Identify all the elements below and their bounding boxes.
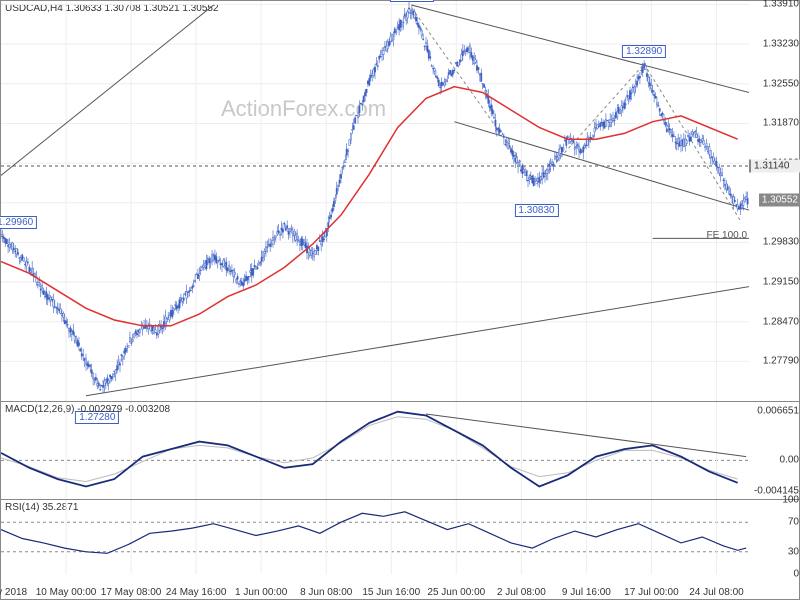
time-axis: 2 May 2018 10 May 00:00 17 May 08:00 24 May… [1,585,747,599]
y-tick: 1.29830 [763,237,799,248]
text-annotation: FE 100.0 [707,230,748,241]
x-tick: 8 Jun 08:00 [300,587,352,598]
x-tick: 24 May 16:00 [166,587,227,598]
price-y-axis: 1.277901.284701.291501.298301.305101.311… [749,1,800,401]
x-tick: 25 Jun 00:00 [427,587,485,598]
x-tick: 9 Jul 16:00 [562,587,611,598]
price-annotation: 1.33850 [390,0,434,2]
y-tick: 1.27790 [763,356,799,367]
macd-plot[interactable]: MACD(12,26,9) -0.002979 -0.003208 [1,402,749,499]
y-tick: 0.006651 [757,405,799,416]
y-tick: 1.32550 [763,78,799,89]
price-panel: USDCAD,H4 1.30633 1.30708 1.30521 1.3055… [1,1,800,401]
price-annotation: 1.30830 [514,204,558,217]
x-tick: 15 Jun 16:00 [362,587,420,598]
rsi-plot[interactable]: RSI(14) 35.2871 [1,500,749,587]
forex-chart: ActionForex.com USDCAD,H4 1.30633 1.3070… [0,0,800,600]
x-tick: 17 Jul 00:00 [624,587,679,598]
price-side-marker: 1.31140 [749,160,800,173]
y-tick: 1.33910 [763,0,799,10]
current-price-box: 1.30552 [759,194,800,207]
y-tick: 1.33230 [763,39,799,50]
y-tick: 70 [788,517,799,528]
macd-svg [1,402,749,500]
x-tick: 24 Jul 08:00 [689,587,744,598]
macd-y-axis: 0.0066510.00-0.004145 [749,402,800,499]
y-tick: 30 [788,546,799,557]
x-tick: 10 May 00:00 [36,587,97,598]
y-tick: 0 [793,569,799,580]
y-tick: 1.31870 [763,118,799,129]
macd-panel: MACD(12,26,9) -0.002979 -0.003208 0.0066… [1,401,800,499]
rsi-panel: RSI(14) 35.2871 10070300 [1,499,800,587]
x-tick: 1 Jun 00:00 [235,587,287,598]
price-annotation: 1.32890 [622,45,666,58]
x-tick: 2 May 2018 [0,587,27,598]
price-svg [1,1,749,401]
y-tick: 1.28470 [763,316,799,327]
y-tick: 0.00 [780,455,799,466]
x-tick: 2 Jul 08:00 [497,587,546,598]
rsi-svg [1,500,749,574]
y-tick: 1.29150 [763,277,799,288]
price-plot[interactable]: USDCAD,H4 1.30633 1.30708 1.30521 1.3055… [1,1,749,401]
x-tick: 17 May 08:00 [101,587,162,598]
y-tick: 100 [782,495,799,506]
price-annotation: 1.29960 [0,216,37,229]
rsi-y-axis: 10070300 [749,500,800,587]
